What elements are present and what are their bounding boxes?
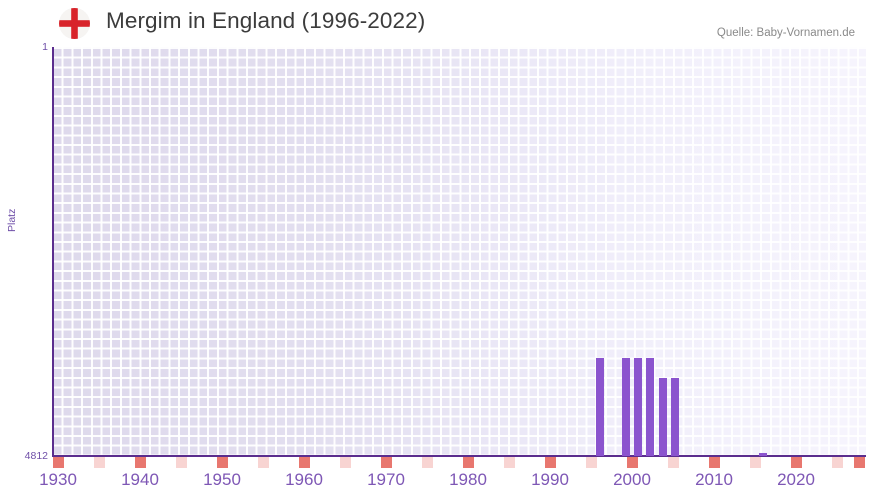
x-axis-line [52,455,866,457]
bar-1996[interactable] [596,358,604,456]
x-tick-2015 [750,457,761,468]
x-tick-1940 [135,457,146,468]
page-title: Mergim in England (1996-2022) [106,8,426,33]
x-tick-1995 [586,457,597,468]
bar-1998[interactable] [622,358,630,456]
x-tick-1950 [217,457,228,468]
x-tick-1980 [463,457,474,468]
bars-layer [52,47,866,456]
bar-2002[interactable] [671,378,679,456]
x-axis-labels: 1930 1940 1950 1960 1970 1980 1990 2000 … [0,470,873,500]
x-axis-label-2000: 2000 [613,470,651,489]
x-tick-1960 [299,457,310,468]
x-tick-1990 [545,457,556,468]
x-axis-label-1940: 1940 [121,470,159,489]
x-axis-label-1970: 1970 [367,470,405,489]
x-tick-2020 [791,457,802,468]
x-tick-1935 [94,457,105,468]
x-tick-1975 [422,457,433,468]
x-tick-2005 [668,457,679,468]
x-tick-1970 [381,457,392,468]
x-axis-label-1950: 1950 [203,470,241,489]
x-tick-1985 [504,457,515,468]
y-axis-line [52,47,54,457]
x-tick-2010 [709,457,720,468]
plot-background [52,47,866,456]
x-tick-end [854,457,865,468]
x-axis-label-2020: 2020 [777,470,815,489]
y-axis-bottom-label: 4812 [24,450,48,462]
y-axis-labels: 1 4812 Platz [0,0,48,502]
x-axis-label-1960: 1960 [285,470,323,489]
x-tick-2000 [627,457,638,468]
x-axis-ticks [52,457,866,469]
source-attribution: Quelle: Baby-Vornamen.de [716,27,855,39]
x-tick-1945 [176,457,187,468]
bar-2000[interactable] [646,358,654,456]
x-axis-label-2010: 2010 [695,470,733,489]
x-tick-1955 [258,457,269,468]
bar-2016[interactable] [759,453,767,456]
chart-header: Mergim in England (1996-2022) Quelle: Ba… [0,0,873,47]
bar-2001[interactable] [659,378,667,456]
x-axis-label-1980: 1980 [449,470,487,489]
bar-1999[interactable] [634,358,642,456]
x-tick-1930 [53,457,64,468]
y-axis-title: Platz [6,208,18,232]
england-flag-icon [59,8,90,39]
x-tick-1965 [340,457,351,468]
x-tick-2023 [832,457,843,468]
x-axis-label-1930: 1930 [39,470,77,489]
x-axis-label-1990: 1990 [531,470,569,489]
y-axis-top-label: 1 [42,41,48,53]
